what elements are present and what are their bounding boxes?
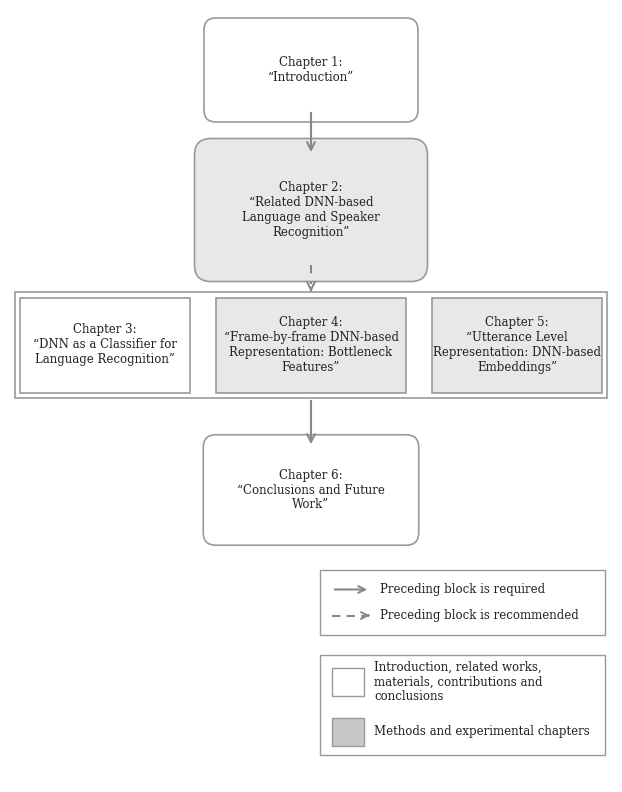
Text: Chapter 3:
“DNN as a Classifier for
Language Recognition”: Chapter 3: “DNN as a Classifier for Lang… — [33, 323, 177, 367]
Bar — [15, 292, 607, 398]
Bar — [320, 655, 605, 755]
Text: Preceding block is recommended: Preceding block is recommended — [380, 609, 578, 622]
Bar — [320, 570, 605, 635]
Text: Chapter 1:
“Introduction”: Chapter 1: “Introduction” — [268, 56, 354, 84]
Bar — [332, 718, 364, 746]
Bar — [432, 298, 602, 393]
Text: Chapter 4:
“Frame-by-frame DNN-based
Representation: Bottleneck
Features”: Chapter 4: “Frame-by-frame DNN-based Rep… — [223, 316, 399, 374]
Text: Methods and experimental chapters: Methods and experimental chapters — [374, 725, 590, 738]
Text: Chapter 2:
“Related DNN-based
Language and Speaker
Recognition”: Chapter 2: “Related DNN-based Language a… — [242, 181, 380, 239]
Bar — [332, 668, 364, 696]
Text: Introduction, related works,
materials, contributions and
conclusions: Introduction, related works, materials, … — [374, 661, 542, 703]
Bar — [216, 298, 406, 393]
FancyBboxPatch shape — [204, 18, 418, 122]
Text: Preceding block is required: Preceding block is required — [380, 583, 545, 596]
Bar — [20, 298, 190, 393]
FancyBboxPatch shape — [195, 139, 427, 281]
FancyBboxPatch shape — [203, 435, 419, 545]
Text: Chapter 6:
“Conclusions and Future
Work”: Chapter 6: “Conclusions and Future Work” — [237, 469, 385, 512]
Text: Chapter 5:
“Utterance Level
Representation: DNN-based
Embeddings”: Chapter 5: “Utterance Level Representati… — [433, 316, 601, 374]
